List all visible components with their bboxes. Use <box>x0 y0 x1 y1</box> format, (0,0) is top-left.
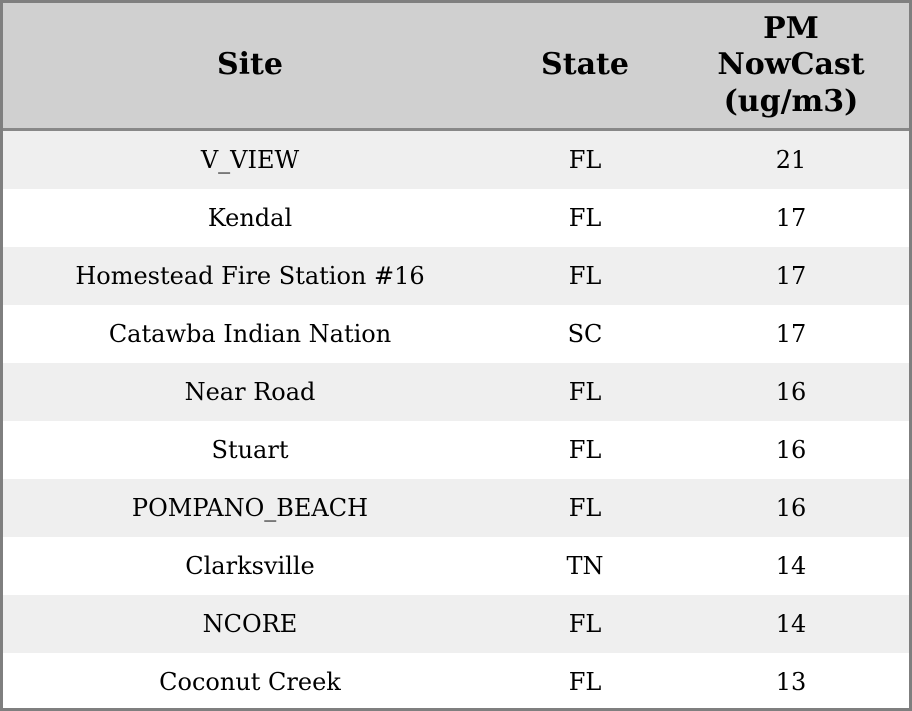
table-body: V_VIEW FL 21 Kendal FL 17 Homestead Fire… <box>3 129 909 708</box>
state-cell: SC <box>567 320 603 348</box>
site-cell: Catawba Indian Nation <box>108 320 392 348</box>
pm-value-cell: 17 <box>775 320 807 348</box>
site-cell: NCORE <box>202 610 298 638</box>
pm-nowcast-table: Site State PM NowCast (ug/m3) V_VIEW FL … <box>3 3 909 708</box>
column-header-site-label: Site <box>216 47 283 83</box>
column-header-state-label: State <box>541 47 629 83</box>
site-cell: Homestead Fire Station #16 <box>75 262 425 290</box>
site-cell: POMPANO_BEACH <box>131 494 369 522</box>
column-header-site: Site <box>3 3 497 131</box>
pm-value-cell: 21 <box>775 146 807 174</box>
state-cell: FL <box>568 494 602 522</box>
column-header-pm-nowcast: PM NowCast (ug/m3) <box>673 3 909 131</box>
site-cell: V_VIEW <box>200 146 300 174</box>
pm-value-cell: 17 <box>775 262 807 290</box>
table-row: Catawba Indian Nation SC 17 <box>3 305 909 363</box>
pm-value-cell: 14 <box>775 610 807 638</box>
table-row: V_VIEW FL 21 <box>3 129 909 189</box>
header-row: Site State PM NowCast (ug/m3) <box>3 3 909 131</box>
site-cell: Coconut Creek <box>159 668 341 696</box>
table-header: Site State PM NowCast (ug/m3) <box>3 3 909 131</box>
table-row: Clarksville TN 14 <box>3 537 909 595</box>
state-cell: FL <box>568 378 602 406</box>
column-header-pm-nowcast-label: PM NowCast (ug/m3) <box>717 10 865 119</box>
pm-value-cell: 17 <box>775 204 807 232</box>
table-row: Kendal FL 17 <box>3 189 909 247</box>
pm-value-cell: 14 <box>775 552 807 580</box>
table-row: Coconut Creek FL 13 <box>3 653 909 708</box>
state-cell: FL <box>568 610 602 638</box>
pm-value-cell: 13 <box>775 668 807 696</box>
table-row: Homestead Fire Station #16 FL 17 <box>3 247 909 305</box>
pm-value-cell: 16 <box>775 494 807 522</box>
column-header-state: State <box>497 3 673 131</box>
site-cell: Kendal <box>207 204 293 232</box>
pm-value-cell: 16 <box>775 436 807 464</box>
site-cell: Stuart <box>211 436 289 464</box>
state-cell: FL <box>568 146 602 174</box>
table-row: Stuart FL 16 <box>3 421 909 479</box>
table-row: POMPANO_BEACH FL 16 <box>3 479 909 537</box>
state-cell: FL <box>568 668 602 696</box>
state-cell: FL <box>568 436 602 464</box>
state-cell: FL <box>568 204 602 232</box>
state-cell: FL <box>568 262 602 290</box>
site-cell: Near Road <box>184 378 316 406</box>
site-cell: Clarksville <box>185 552 315 580</box>
pm-value-cell: 16 <box>775 378 807 406</box>
table-row: Near Road FL 16 <box>3 363 909 421</box>
state-cell: TN <box>566 552 604 580</box>
table-row: NCORE FL 14 <box>3 595 909 653</box>
